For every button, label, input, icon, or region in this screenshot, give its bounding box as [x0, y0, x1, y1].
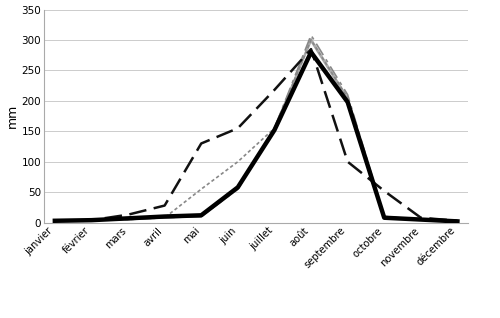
- Y-axis label: mm: mm: [6, 104, 18, 128]
